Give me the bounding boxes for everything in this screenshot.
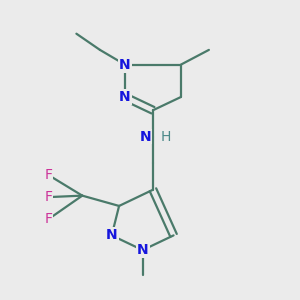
Text: N: N	[140, 130, 152, 144]
Text: F: F	[44, 212, 52, 226]
Text: F: F	[44, 190, 52, 204]
Text: H: H	[161, 130, 171, 144]
Text: N: N	[106, 228, 118, 242]
Text: N: N	[119, 58, 131, 72]
Text: N: N	[119, 90, 131, 104]
Text: N: N	[137, 243, 148, 257]
Text: F: F	[44, 168, 52, 182]
